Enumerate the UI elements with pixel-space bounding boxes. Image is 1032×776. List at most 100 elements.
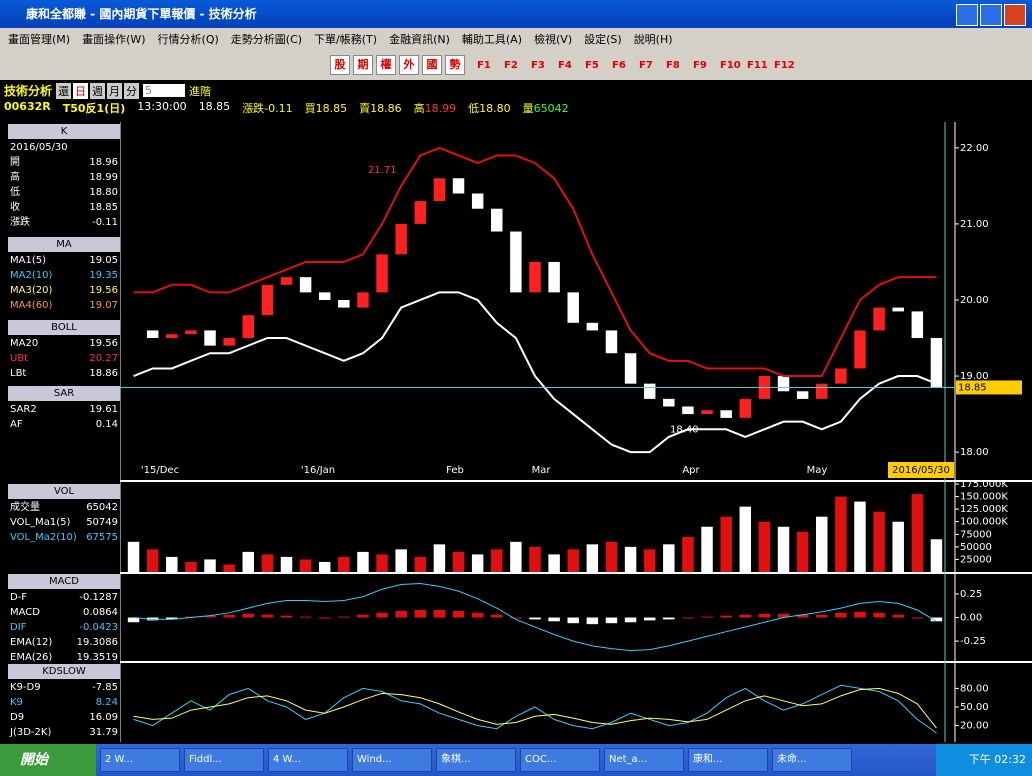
- candle: [720, 410, 732, 418]
- menu-item[interactable]: 檢視(V): [534, 33, 573, 46]
- volume-bar: [166, 556, 178, 572]
- indicator-row: D9 16.09: [10, 710, 118, 725]
- tool-button[interactable]: 勢: [445, 55, 465, 75]
- y-tick-label: 50.00: [960, 702, 989, 713]
- fkey-button[interactable]: F11: [747, 59, 768, 71]
- fkey-button[interactable]: F10: [720, 59, 741, 71]
- tool-button[interactable]: 權: [376, 55, 396, 75]
- indicator-value: 19.61: [89, 404, 118, 415]
- menu-item[interactable]: 下單/帳務(T): [314, 33, 378, 46]
- macd-bar: [433, 609, 446, 618]
- candle: [586, 322, 599, 331]
- fkey-button[interactable]: F2: [504, 59, 518, 71]
- candle: [185, 330, 197, 335]
- task-item[interactable]: 象棋...: [436, 748, 516, 772]
- candle: [376, 254, 388, 293]
- tool-button[interactable]: 股: [330, 55, 350, 75]
- task-item[interactable]: COC...: [520, 748, 600, 772]
- volume-bar: [127, 541, 140, 572]
- candle: [643, 383, 656, 399]
- advanced[interactable]: 進階: [189, 84, 212, 98]
- task-item[interactable]: Wind...: [352, 748, 432, 772]
- task-item[interactable]: Net_a...: [604, 748, 684, 772]
- macd-bar: [873, 612, 885, 618]
- period-tab[interactable]: 週: [90, 82, 106, 99]
- task-item[interactable]: 4 W...: [268, 748, 348, 772]
- menu-item[interactable]: 畫面管理(M): [8, 33, 71, 46]
- date-label: 2016/05/30: [892, 465, 950, 476]
- x-tick-label: Mar: [532, 465, 552, 476]
- volume-bar: [739, 506, 752, 572]
- window-controls[interactable]: [956, 4, 1026, 26]
- candle: [242, 315, 254, 339]
- y-tick-label: 80.00: [960, 683, 989, 694]
- menu-item[interactable]: 說明(H): [633, 33, 673, 46]
- period-tab[interactable]: 還: [56, 82, 72, 99]
- indicator-label: UBt: [10, 353, 29, 364]
- fkey-button[interactable]: F8: [666, 59, 680, 71]
- window-title: 康和全都賺 - 國內期貨下單報價 - 技術分析: [26, 7, 257, 21]
- period-tab[interactable]: 日: [73, 82, 89, 99]
- macd-bar: [758, 613, 771, 618]
- task-item[interactable]: 2 W...: [100, 748, 180, 772]
- fkey-button[interactable]: F1: [477, 59, 491, 71]
- section-header: K: [8, 124, 120, 139]
- fkey-button[interactable]: F7: [639, 59, 653, 71]
- fkey-button[interactable]: F3: [531, 59, 545, 71]
- indicator-label: K9: [10, 697, 23, 708]
- macd-bar: [892, 614, 904, 618]
- candle: [663, 398, 675, 407]
- candle: [911, 311, 924, 339]
- y-tick-label: 25000: [960, 554, 992, 565]
- taskbar: 開始 2 W... Fiddl... 4 W... Wind... 象棋... COC..…: [0, 744, 1032, 776]
- period-tab[interactable]: 月: [107, 82, 123, 99]
- macd-bar: [529, 617, 541, 620]
- menu-item[interactable]: 金融資訊(N): [389, 33, 450, 46]
- macd-bar: [643, 617, 656, 621]
- indicator-label: MACD: [10, 607, 40, 618]
- fkey-button[interactable]: F5: [585, 59, 599, 71]
- menu-item[interactable]: 走勢分析圖(C): [230, 33, 303, 46]
- candle: [854, 330, 866, 369]
- tool-button[interactable]: 外: [399, 55, 419, 75]
- fkey-button[interactable]: F6: [612, 59, 626, 71]
- start-button[interactable]: 開始: [0, 744, 96, 776]
- volume-bar: [242, 551, 254, 572]
- fkey-button[interactable]: F12: [774, 59, 795, 71]
- task-item[interactable]: 康和...: [688, 748, 768, 772]
- volume-bar: [548, 554, 560, 572]
- y-tick-label: 19.00: [960, 371, 989, 382]
- period-select[interactable]: 5: [143, 84, 186, 97]
- task-item[interactable]: 未命...: [772, 748, 852, 772]
- candle: [261, 284, 274, 316]
- tool-button[interactable]: 期: [353, 55, 373, 75]
- indicator-label: 漲跌: [10, 217, 30, 228]
- fkey-button[interactable]: F9: [693, 59, 707, 71]
- macd-bar: [280, 615, 293, 618]
- menu-item[interactable]: 設定(S): [584, 33, 622, 46]
- task-item[interactable]: Fiddl...: [184, 748, 264, 772]
- tool-button[interactable]: 國: [422, 55, 442, 75]
- fkey-button[interactable]: F4: [558, 59, 572, 71]
- indicator-label: 高: [10, 172, 20, 183]
- macd-bar: [318, 617, 331, 619]
- indicator-row: D-F -0.1287: [10, 590, 118, 605]
- indicator-label: D9: [10, 712, 25, 723]
- macd-bar: [223, 614, 235, 618]
- candle: [471, 193, 484, 209]
- indicator-value: 19.35: [89, 270, 118, 281]
- menu-item[interactable]: 輔助工具(A): [461, 33, 522, 46]
- menu-item[interactable]: 行情分析(Q): [157, 33, 219, 46]
- volume-bar: [586, 544, 599, 572]
- volume-bar: [663, 544, 675, 572]
- date-box: [888, 462, 954, 478]
- menu-item[interactable]: 畫面操作(W): [82, 33, 146, 46]
- title-bar: 康和全都賺 - 國內期貨下單報價 - 技術分析: [0, 0, 1032, 28]
- candle: [491, 208, 503, 232]
- candle: [204, 330, 216, 346]
- indicator-row: MA3(20) 19.56: [10, 283, 118, 298]
- volume-bar: [720, 516, 732, 572]
- candle: [146, 330, 159, 339]
- current-box: [956, 380, 1022, 395]
- period-tab[interactable]: 分: [124, 82, 140, 99]
